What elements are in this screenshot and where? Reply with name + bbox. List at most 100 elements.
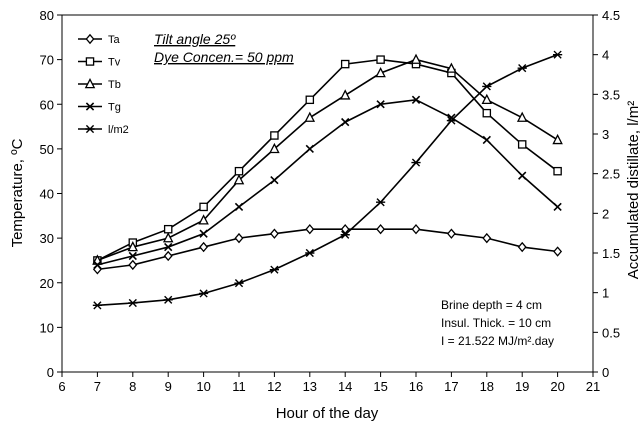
info-irradiation: I = 21.522 MJ/m².day <box>441 334 554 348</box>
data-point-tg <box>199 229 208 238</box>
data-point-tb <box>516 111 528 122</box>
data-point-l-m2 <box>269 265 279 274</box>
legend-item-ta: Ta <box>78 33 121 46</box>
data-point-tv <box>270 131 279 140</box>
x-tick-label: 15 <box>373 379 387 394</box>
x-tick-label: 20 <box>550 379 564 394</box>
data-point-tg <box>305 144 314 154</box>
y-tick-label: 80 <box>40 8 54 23</box>
x-tick-label: 17 <box>444 379 458 394</box>
series-line-tv <box>97 58 559 262</box>
legend-box <box>72 25 142 137</box>
data-point-tv <box>482 108 492 118</box>
series-line-l-m2 <box>97 53 558 307</box>
data-point-tb <box>375 66 386 78</box>
legend-item-tb: Tb <box>78 77 121 91</box>
data-point-l-m2 <box>234 279 244 288</box>
x-axis-title: Hour of the day <box>276 405 379 422</box>
data-point-l-m2 <box>411 158 421 167</box>
data-point-tb <box>410 53 422 64</box>
y2-tick-label: 1.5 <box>602 246 620 261</box>
data-point-tg <box>376 100 385 109</box>
data-point-l-m2 <box>482 82 492 91</box>
data-point-tg <box>411 95 421 104</box>
y2-tick-label: 2.5 <box>602 167 620 182</box>
data-point-ta <box>376 224 386 235</box>
data-point-l-m2 <box>305 248 315 258</box>
data-point-tv <box>553 166 562 176</box>
data-point-l-m2 <box>199 289 209 298</box>
data-point-ta <box>163 250 173 262</box>
data-point-tb <box>127 241 139 252</box>
legend-item-l-m2: l/m2 <box>78 124 129 136</box>
legend-marker <box>84 77 96 89</box>
data-point-tv <box>199 202 208 212</box>
data-point-ta <box>269 228 279 239</box>
legend-marker <box>85 57 95 66</box>
x-tick-label: 13 <box>303 379 317 394</box>
y2-tick-label: 1 <box>602 286 609 301</box>
series-l-m2 <box>92 50 563 310</box>
data-point-tb <box>552 133 563 145</box>
data-point-l-m2 <box>92 301 102 310</box>
legend-label: Ta <box>108 34 121 46</box>
data-point-ta <box>234 232 244 244</box>
annotation-tilt-angle: Tilt angle 25º <box>154 31 236 47</box>
legend-items: Ta Tv Tb Tg l/m2 <box>78 33 129 136</box>
x-tick-label: 8 <box>129 379 136 394</box>
y-tick-label: 60 <box>40 97 54 112</box>
y2-tick-label: 0.5 <box>602 325 620 340</box>
data-point-l-m2 <box>517 64 527 73</box>
data-point-tb <box>269 142 280 154</box>
legend-marker <box>85 124 95 134</box>
y2-axis-ticks: 0 0.5 1 1.5 2 2.5 3 3.5 4 4.5 <box>593 8 620 380</box>
data-point-ta <box>517 241 527 253</box>
y2-tick-label: 2 <box>602 206 609 221</box>
data-point-tg <box>553 202 562 212</box>
x-tick-label: 6 <box>58 379 65 394</box>
y2-axis-title: Accumulated distillate, l/m² <box>625 101 642 279</box>
data-point-ta <box>482 232 492 244</box>
series-line-tb <box>97 58 559 262</box>
data-point-ta <box>446 228 456 239</box>
y-tick-label: 70 <box>40 53 54 68</box>
y-tick-label: 50 <box>40 142 54 157</box>
data-point-l-m2 <box>163 295 173 304</box>
data-point-tb <box>233 174 245 185</box>
x-axis-ticks: 6 7 8 9 10 11 12 13 14 15 16 17 18 19 20 21 <box>58 372 600 394</box>
data-point-tv <box>234 166 244 176</box>
y-axis-title: Temperature, ºC <box>9 138 26 247</box>
data-point-tg <box>518 171 527 180</box>
legend-label: Tg <box>108 102 121 114</box>
data-point-tb <box>162 232 174 243</box>
info-insulation-thickness: Insul. Thick. = 10 cm <box>441 316 551 330</box>
series-tg <box>93 95 562 270</box>
x-tick-label: 14 <box>338 379 352 394</box>
data-point-tg <box>234 202 244 212</box>
data-point-tv <box>340 59 350 69</box>
y-tick-label: 20 <box>40 276 54 291</box>
x-tick-label: 16 <box>409 379 423 394</box>
y2-tick-label: 3 <box>602 127 609 142</box>
data-point-tv <box>163 224 173 234</box>
data-point-tg <box>93 260 102 270</box>
data-point-l-m2 <box>446 116 456 125</box>
data-point-tv <box>376 55 385 64</box>
y-tick-label: 0 <box>47 365 54 380</box>
annotation-dye-concentration: Dye Concen.= 50 ppm <box>154 49 294 65</box>
legend-item-tg: Tg <box>78 102 121 114</box>
y2-tick-label: 4 <box>602 48 609 63</box>
legend-marker <box>85 33 95 45</box>
data-point-tv <box>305 95 315 105</box>
data-point-tg <box>482 135 491 145</box>
y-tick-label: 30 <box>40 231 54 246</box>
x-tick-label: 21 <box>586 379 600 394</box>
data-point-tb <box>339 89 351 100</box>
legend-item-tv: Tv <box>78 57 121 69</box>
data-point-l-m2 <box>553 50 563 59</box>
info-brine-depth: Brine depth = 4 cm <box>441 298 542 312</box>
y2-tick-label: 0 <box>602 365 609 380</box>
series-layer <box>92 50 563 310</box>
data-point-tg <box>164 242 173 252</box>
